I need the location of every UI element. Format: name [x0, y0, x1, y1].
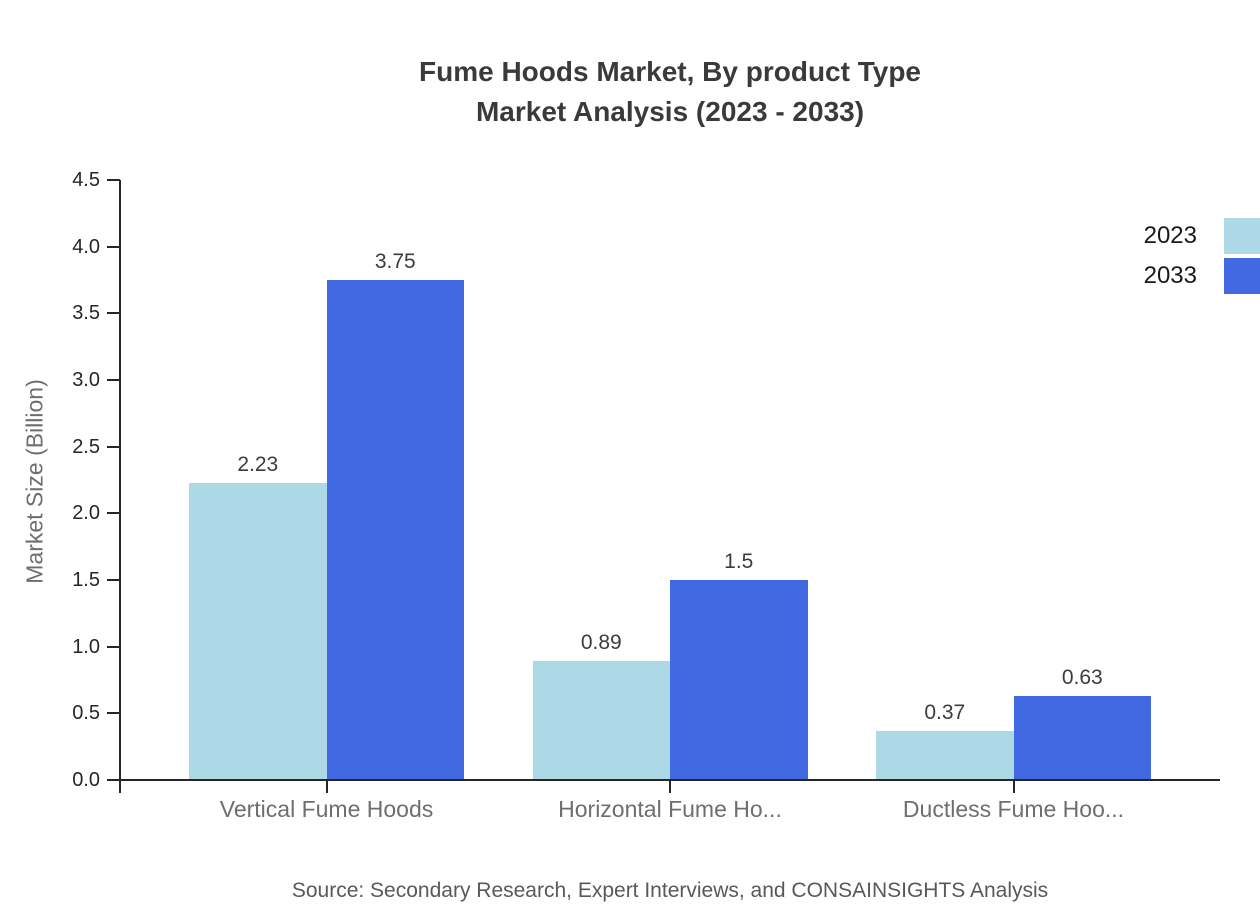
- bar-2023: [532, 661, 670, 780]
- legend-label: 2023: [1143, 222, 1197, 249]
- y-tick: [107, 512, 120, 515]
- y-axis-line: [119, 180, 121, 781]
- bar-2033: [1013, 696, 1151, 780]
- y-tick: [107, 645, 120, 648]
- bar-2023: [876, 730, 1014, 780]
- y-tick-label: 3.5: [72, 302, 100, 325]
- y-tick: [107, 312, 120, 315]
- y-tick: [107, 712, 120, 715]
- bar-value-label: 2.23: [237, 452, 279, 476]
- y-tick-label: 1.0: [72, 635, 100, 658]
- category-label: Horizontal Fume Ho...: [558, 796, 782, 822]
- chart-title: Fume Hoods Market, By product Type Marke…: [120, 52, 1220, 132]
- bar-2033: [670, 580, 808, 780]
- bar-value-label: 0.37: [924, 700, 966, 724]
- origin-tick: [119, 780, 121, 793]
- source-note: Source: Secondary Research, Expert Inter…: [291, 879, 1049, 902]
- y-axis-title: Market Size (Billion): [21, 379, 48, 584]
- category-label: Ductless Fume Hoo...: [902, 796, 1125, 822]
- x-tick: [325, 780, 328, 793]
- bar-value-label: 0.63: [1061, 666, 1103, 689]
- y-tick-label: 0.5: [72, 702, 100, 725]
- y-tick-label: 4.0: [72, 235, 100, 258]
- legend-item-2033: 2033: [1144, 258, 1260, 294]
- y-tick: [107, 779, 120, 781]
- chart-title-line2: Market Analysis (2023 - 2033): [475, 96, 865, 127]
- legend-label: 2033: [1143, 262, 1197, 289]
- chart-title-line1: Fume Hoods Market, By product Type: [419, 56, 921, 87]
- legend-swatch: [1224, 218, 1260, 254]
- x-tick: [1012, 780, 1015, 793]
- y-tick-label: 1.5: [72, 569, 100, 591]
- legend-item-2023: 2023: [1144, 218, 1260, 254]
- bar-2033: [326, 280, 464, 780]
- bar-2023: [189, 482, 327, 780]
- bar-value-label: 1.5: [724, 550, 754, 573]
- legend-swatch: [1224, 258, 1260, 294]
- y-tick-label: 0.0: [72, 769, 100, 791]
- bar-value-label: 3.75: [374, 250, 416, 273]
- y-tick-label: 3.0: [72, 369, 100, 391]
- y-tick-label: 2.0: [72, 502, 100, 525]
- x-tick: [669, 780, 671, 793]
- y-tick-label: 2.5: [72, 435, 100, 458]
- y-tick: [107, 379, 120, 381]
- y-tick: [107, 445, 120, 448]
- bar-value-label: 0.89: [580, 631, 622, 655]
- y-tick: [107, 179, 120, 181]
- y-tick: [107, 579, 120, 581]
- category-label: Vertical Fume Hoods: [219, 796, 434, 822]
- y-tick: [107, 245, 120, 248]
- y-tick-label: 4.5: [72, 169, 100, 191]
